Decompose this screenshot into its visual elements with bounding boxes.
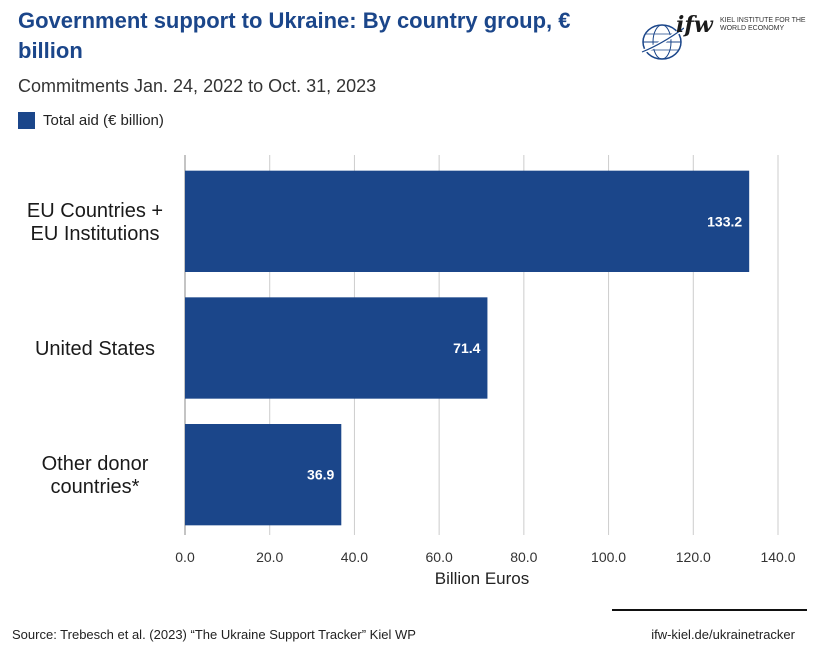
x-tick-label: 40.0 [341,549,368,565]
logo-tagline: KIEL INSTITUTE FOR THE WORLD ECONOMY [720,17,806,32]
footer-rule [612,609,807,611]
tracker-link[interactable]: ifw-kiel.de/ukrainetracker [651,627,795,642]
chart-subtitle: Commitments Jan. 24, 2022 to Oct. 31, 20… [18,76,377,96]
legend-swatch [18,112,35,129]
x-tick-labels: 0.0 20.0 40.0 60.0 80.0 100.0 120.0 140.0 [175,549,795,565]
logo-wordmark: ifw [676,12,713,38]
globe-icon [641,24,684,60]
category-label: United States [35,338,155,360]
category-labels: EU Countries + EU Institutions United Stat… [27,200,163,498]
ifw-logo: ifw KIEL INSTITUTE FOR THE WORLD ECONOMY [636,8,806,64]
chart-title: Government support to Ukraine: By countr… [18,8,571,63]
x-axis-label: Billion Euros [435,569,530,588]
bar [185,170,750,272]
bar-value-label: 36.9 [307,467,334,483]
x-tick-label: 20.0 [256,549,283,565]
x-tick-label: 0.0 [175,549,195,565]
bar-value-label: 71.4 [453,340,480,356]
x-tick-label: 120.0 [676,549,711,565]
category-label: EU Countries + EU Institutions [27,200,163,245]
x-tick-label: 140.0 [760,549,795,565]
legend-label: Total aid (€ billion) [43,112,164,129]
x-tick-label: 80.0 [510,549,537,565]
x-tick-label: 60.0 [426,549,453,565]
category-label: Other donor countries* [42,453,149,498]
legend: Total aid (€ billion) [18,112,164,129]
source-note: Source: Trebesch et al. (2023) “The Ukra… [12,627,416,642]
bar [185,424,342,526]
bar-value-label: 133.2 [707,213,742,229]
x-tick-label: 100.0 [591,549,626,565]
bar [185,297,488,399]
bars: 133.2 71.4 36.9 [185,170,750,526]
